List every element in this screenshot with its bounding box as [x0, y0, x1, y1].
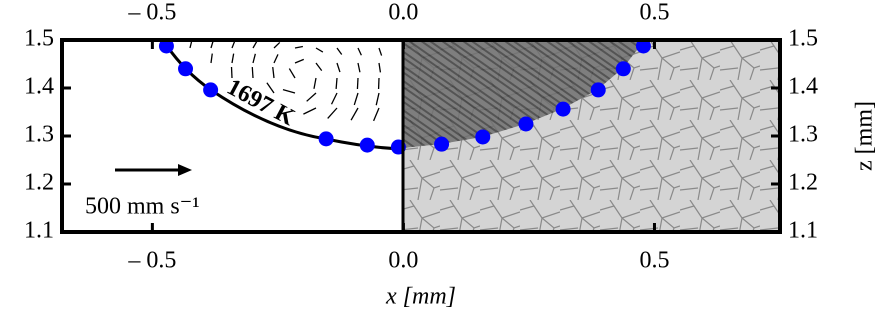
x-tick-label: – 0.5 [127, 248, 176, 274]
y-tick-label-right: 1.4 [788, 74, 818, 100]
data-point [360, 138, 375, 153]
y-axis-label: z [mm] [852, 101, 878, 171]
y-tick-label-right: 1.5 [788, 26, 818, 52]
x-tick-label-top: 0.0 [388, 0, 418, 26]
y-tick-label: 1.4 [24, 74, 54, 100]
velocity-arrow [357, 78, 358, 89]
plot-area: 500 mm s⁻¹ 1697 K [62, 40, 780, 232]
data-point [556, 102, 571, 117]
data-point [319, 131, 334, 146]
y-tick-label: 1.5 [24, 26, 54, 52]
x-tick-label: 0.5 [639, 248, 669, 274]
x-axis-label: x [mm] [385, 284, 456, 310]
data-point [434, 137, 449, 152]
velocity-scale-label: 500 mm s⁻¹ [85, 194, 200, 220]
x-tick-label-top: 0.5 [639, 0, 669, 26]
data-point [178, 61, 193, 76]
x-tick-label-top: – 0.5 [127, 0, 176, 26]
data-point [591, 82, 606, 97]
data-point [203, 82, 218, 97]
y-tick-label-right: 1.3 [788, 122, 818, 148]
y-tick-label: 1.2 [24, 170, 54, 196]
x-tick-label: 0.0 [388, 248, 418, 274]
data-point [518, 117, 533, 132]
y-tick-label: 1.3 [24, 122, 54, 148]
y-tick-label-right: 1.1 [788, 218, 818, 244]
velocity-arrow [252, 67, 253, 78]
data-point [475, 129, 490, 144]
data-point [616, 61, 631, 76]
y-tick-label: 1.1 [24, 218, 54, 244]
velocity-arrow [336, 78, 337, 89]
y-tick-label-right: 1.2 [788, 170, 818, 196]
